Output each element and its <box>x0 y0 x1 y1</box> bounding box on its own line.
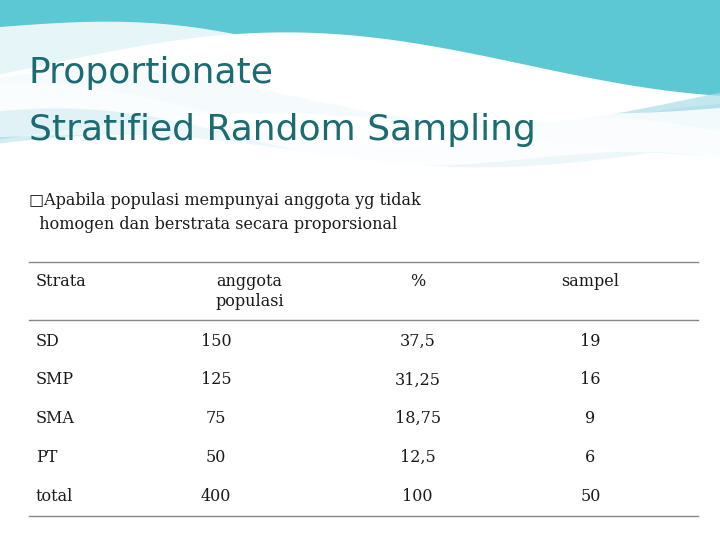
Polygon shape <box>0 70 720 156</box>
Text: 100: 100 <box>402 488 433 505</box>
Polygon shape <box>0 0 720 96</box>
Text: PT: PT <box>36 449 58 466</box>
Text: 6: 6 <box>585 449 595 466</box>
Text: 9: 9 <box>585 410 595 427</box>
Text: 150: 150 <box>201 333 231 349</box>
Text: 18,75: 18,75 <box>395 410 441 427</box>
Text: 50: 50 <box>580 488 600 505</box>
Text: 400: 400 <box>201 488 231 505</box>
Polygon shape <box>0 83 720 175</box>
Text: Strata: Strata <box>36 273 86 291</box>
Text: 75: 75 <box>206 410 226 427</box>
Text: homogen dan berstrata secara proporsional: homogen dan berstrata secara proporsiona… <box>29 216 397 233</box>
Text: 19: 19 <box>580 333 600 349</box>
Text: Stratified Random Sampling: Stratified Random Sampling <box>29 113 536 146</box>
Text: 31,25: 31,25 <box>395 372 441 388</box>
Text: SMA: SMA <box>36 410 75 427</box>
Text: SMP: SMP <box>36 372 74 388</box>
Text: sampel: sampel <box>562 273 619 291</box>
Text: populasi: populasi <box>216 293 284 310</box>
Text: anggota: anggota <box>216 273 282 291</box>
Text: total: total <box>36 488 73 505</box>
Text: SD: SD <box>36 333 60 349</box>
Text: %: % <box>410 273 426 291</box>
Text: 12,5: 12,5 <box>400 449 436 466</box>
Text: 125: 125 <box>201 372 231 388</box>
Polygon shape <box>0 22 720 165</box>
Text: 50: 50 <box>206 449 226 466</box>
Polygon shape <box>0 103 720 167</box>
Text: 37,5: 37,5 <box>400 333 436 349</box>
Text: 16: 16 <box>580 372 600 388</box>
Text: □Apabila populasi mempunyai anggota yg tidak: □Apabila populasi mempunyai anggota yg t… <box>29 192 420 208</box>
Text: Proportionate: Proportionate <box>29 56 274 90</box>
